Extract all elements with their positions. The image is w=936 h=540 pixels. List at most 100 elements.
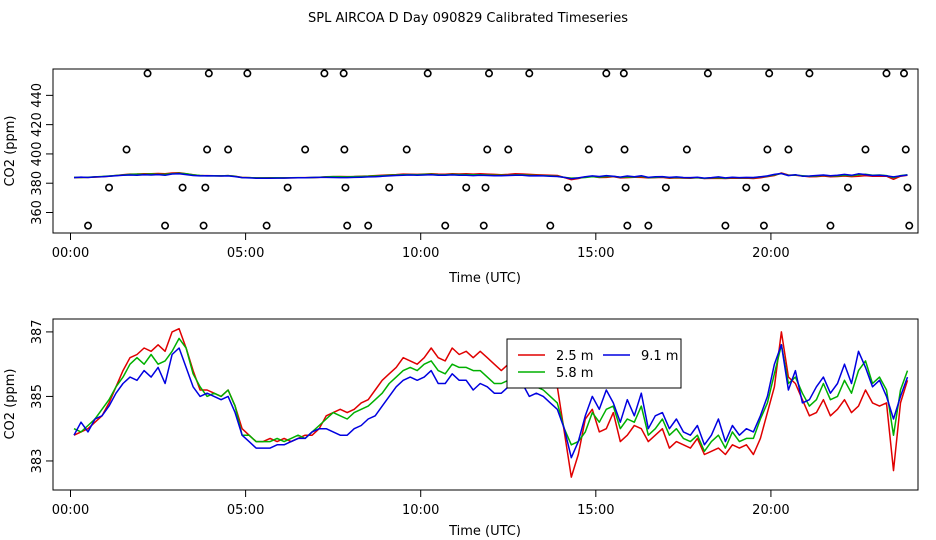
y-tick-label: 380 xyxy=(30,171,45,196)
calibration-point xyxy=(243,69,252,78)
calibration-point xyxy=(805,69,814,78)
legend-label-5-8m: 5.8 m xyxy=(556,366,593,381)
calibration-point xyxy=(899,69,908,78)
y-tick-label: 400 xyxy=(30,142,45,167)
calibration-point xyxy=(485,69,494,78)
calibration-point xyxy=(340,145,349,154)
x-tick-label: 15:00 xyxy=(577,503,614,518)
calibration-point xyxy=(882,69,891,78)
calibration-point xyxy=(224,145,233,154)
calibration-point xyxy=(619,69,628,78)
calibration-point xyxy=(341,183,350,192)
calibration-point xyxy=(178,183,187,192)
legend-label-2-5m: 2.5 m xyxy=(556,349,593,364)
series-line-5-8-m xyxy=(73,337,909,453)
calibration-point xyxy=(563,183,572,192)
calibration-point xyxy=(504,145,513,154)
calibration-point xyxy=(620,145,629,154)
calibration-point xyxy=(843,183,852,192)
calibration-point xyxy=(105,183,114,192)
y-tick-label: 420 xyxy=(30,112,45,137)
calibration-point xyxy=(479,221,488,230)
legend: 2.5 m 9.1 m 5.8 m xyxy=(506,338,682,389)
x-tick-label: 10:00 xyxy=(402,246,439,261)
x-tick-label: 15:00 xyxy=(577,246,614,261)
y-tick-label: 385 xyxy=(30,384,45,409)
x-tick-label: 05:00 xyxy=(227,503,264,518)
x-axis-label: Time (UTC) xyxy=(448,271,521,286)
x-axis-label: Time (UTC) xyxy=(448,524,521,539)
x-tick-label: 05:00 xyxy=(227,246,264,261)
calibration-point xyxy=(763,145,772,154)
plot-frame xyxy=(52,68,919,234)
calibration-point xyxy=(759,221,768,230)
calibration-point xyxy=(826,221,835,230)
calibration-point xyxy=(682,145,691,154)
legend-box xyxy=(506,338,682,389)
x-axis: 00:00 05:00 10:00 15:00 20:00 xyxy=(52,490,790,518)
x-tick-label: 00:00 xyxy=(52,503,89,518)
calibration-point xyxy=(402,145,411,154)
calibration-point xyxy=(621,183,630,192)
chart-title: SPL AIRCOA D Day 090829 Calibrated Times… xyxy=(308,11,628,26)
plot-frame xyxy=(52,318,919,491)
series-line-2-5-m xyxy=(73,327,909,478)
legend-label-9-1m: 9.1 m xyxy=(641,349,678,364)
calibration-point xyxy=(901,145,910,154)
y-tick-label: 383 xyxy=(30,449,45,474)
x-tick-label: 20:00 xyxy=(752,246,789,261)
calibration-point xyxy=(784,145,793,154)
y-axis: 360 380 400 420 440 xyxy=(30,83,53,225)
calibration-point xyxy=(761,183,770,192)
calibration-point xyxy=(283,183,292,192)
calibration-point xyxy=(84,221,93,230)
calibration-point xyxy=(364,221,373,230)
series-line-9-1-m xyxy=(73,344,909,459)
calibration-point xyxy=(201,183,210,192)
y-axis-label: CO2 (ppm) xyxy=(3,115,18,186)
y-axis-label: CO2 (ppm) xyxy=(3,368,18,439)
y-tick-label: 360 xyxy=(30,200,45,225)
calibration-point xyxy=(204,69,213,78)
panel-bottom: 00:00 05:00 10:00 15:00 20:00 383 385 387 Time… xyxy=(3,318,919,539)
calibration-point xyxy=(602,69,611,78)
calibration-point xyxy=(525,69,534,78)
calibration-point xyxy=(199,221,208,230)
calibration-point xyxy=(721,221,730,230)
calibration-point xyxy=(262,221,271,230)
y-axis: 383 385 387 xyxy=(30,319,53,473)
calibration-point xyxy=(661,183,670,192)
calibration-point xyxy=(905,221,914,230)
calibration-point xyxy=(423,69,432,78)
panel-top: 00:00 05:00 10:00 15:00 20:00 360 380 400 420 44… xyxy=(3,68,919,286)
x-tick-label: 00:00 xyxy=(52,246,89,261)
calibration-point xyxy=(122,145,131,154)
y-tick-label: 440 xyxy=(30,83,45,108)
calibration-point xyxy=(903,183,912,192)
series-group xyxy=(73,327,909,478)
calibration-point xyxy=(339,69,348,78)
calibration-point xyxy=(742,183,751,192)
calibration-point xyxy=(385,183,394,192)
calibration-point xyxy=(703,69,712,78)
calibration-point xyxy=(320,69,329,78)
calibration-point xyxy=(623,221,632,230)
calibration-point xyxy=(143,69,152,78)
series-line-9-1-m xyxy=(73,172,908,180)
calibration-points xyxy=(84,69,914,230)
x-tick-label: 20:00 xyxy=(752,503,789,518)
calibration-point xyxy=(441,221,450,230)
series-group xyxy=(73,172,908,181)
calibration-point xyxy=(861,145,870,154)
calibration-point xyxy=(546,221,555,230)
calibration-point xyxy=(343,221,352,230)
calibration-point xyxy=(161,221,170,230)
y-tick-label: 387 xyxy=(30,319,45,344)
calibration-point xyxy=(462,183,471,192)
calibration-point xyxy=(481,183,490,192)
calibration-point xyxy=(483,145,492,154)
calibration-point xyxy=(584,145,593,154)
calibration-point xyxy=(301,145,310,154)
x-tick-label: 10:00 xyxy=(402,503,439,518)
